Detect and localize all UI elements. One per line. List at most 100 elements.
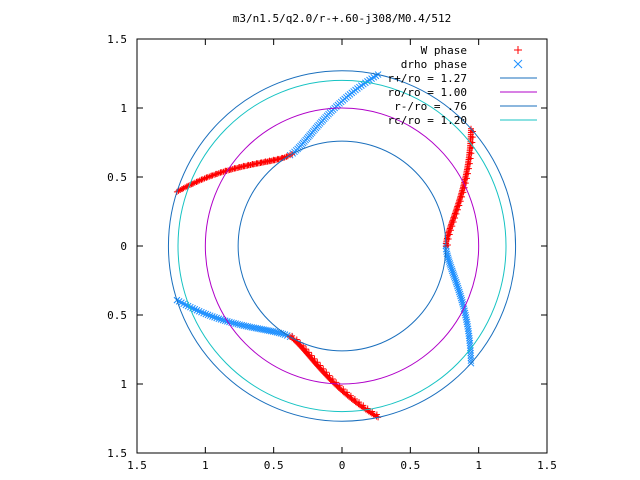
x-tick-label: 1.5 xyxy=(537,459,557,472)
w-phase-point xyxy=(253,160,260,167)
x-tick-label: 0.5 xyxy=(264,459,284,472)
w-phase-point xyxy=(270,156,277,163)
w-phase-point xyxy=(245,161,252,168)
w-phase-point xyxy=(217,169,224,176)
w-phase-point xyxy=(179,186,186,193)
drho-phase-point xyxy=(456,290,464,298)
x-tick-label: 1.5 xyxy=(127,459,147,472)
legend-label: drho phase xyxy=(401,58,467,71)
y-tick-label: 1.5 xyxy=(107,447,127,460)
w-phase-point xyxy=(208,172,215,179)
legend-label: ro/ro = 1.00 xyxy=(388,86,467,99)
drho-phase-point xyxy=(232,320,240,327)
drho-phase-point xyxy=(226,318,233,326)
drho-phase-point xyxy=(454,284,462,292)
x-tick-label: 1 xyxy=(475,459,482,472)
w-phase-point xyxy=(231,165,238,172)
drho-phase-point xyxy=(236,321,244,329)
drho-phase-point xyxy=(444,254,452,262)
drho-phase-point xyxy=(204,311,212,319)
arm-4 xyxy=(173,151,296,195)
drho-phase-point xyxy=(448,267,456,275)
legend-cross-marker xyxy=(513,59,523,69)
w-phase-point xyxy=(266,157,273,164)
drho-phase-point xyxy=(443,248,450,255)
x-tick-label: 1 xyxy=(202,459,209,472)
drho-phase-point xyxy=(448,265,456,273)
drho-phase-point xyxy=(447,261,454,269)
drho-phase-point xyxy=(467,354,475,362)
drho-phase-point xyxy=(453,280,461,288)
drho-phase-point xyxy=(449,269,457,277)
w-phase-point xyxy=(236,163,243,170)
y-tick-label: 0 xyxy=(120,240,127,253)
w-phase-point xyxy=(193,178,200,185)
arm-3 xyxy=(442,125,476,249)
w-phase-point xyxy=(249,160,256,167)
w-phase-point xyxy=(262,158,269,165)
w-phase-point xyxy=(213,170,220,177)
drho-phase-point xyxy=(208,313,216,320)
chart-title: m3/n1.5/q2.0/r-+.60-j308/M0.4/512 xyxy=(233,12,452,25)
arm-5 xyxy=(287,332,382,421)
circle-1 xyxy=(204,107,480,385)
drho-phase-point xyxy=(242,322,250,330)
drho-phase-point xyxy=(206,312,214,320)
drho-phase-point xyxy=(198,308,205,316)
circle-0 xyxy=(167,70,517,422)
drho-phase-point xyxy=(238,321,246,329)
drho-phase-point xyxy=(447,263,455,271)
arm-0 xyxy=(442,242,475,367)
y-tick-label: 1 xyxy=(120,378,127,391)
circle-layer xyxy=(167,70,517,422)
drho-phase-point xyxy=(252,324,260,332)
drho-phase-point xyxy=(458,298,466,306)
w-phase-point xyxy=(198,176,205,183)
drho-phase-point xyxy=(458,296,466,304)
drho-phase-point xyxy=(277,330,285,337)
drho-phase-point xyxy=(279,330,287,338)
y-tick-label: 0.5 xyxy=(107,309,127,322)
legend-label: W phase xyxy=(421,44,467,57)
drho-phase-point xyxy=(445,256,452,264)
drho-phase-point xyxy=(455,288,463,296)
drho-phase-point xyxy=(195,307,203,315)
circle-3 xyxy=(177,79,507,413)
drho-phase-point xyxy=(221,317,229,325)
drho-phase-point xyxy=(454,282,461,290)
drho-phase-point xyxy=(191,305,199,313)
drho-phase-point xyxy=(450,273,458,280)
legend-plus-marker xyxy=(514,46,522,54)
drho-phase-point xyxy=(467,357,475,365)
drho-phase-point xyxy=(450,271,457,278)
tick-layer: 1.5 1 0.5 0 0.5 1 1.51.510.500.511.5 xyxy=(107,33,557,472)
x-tick-label: 0.5 xyxy=(400,459,420,472)
drho-phase-point xyxy=(234,320,242,328)
circle-2 xyxy=(237,140,447,352)
drho-phase-point xyxy=(452,276,459,284)
drho-phase-point xyxy=(467,347,474,354)
drho-phase-point xyxy=(248,323,256,331)
drho-phase-point xyxy=(457,292,464,300)
drho-phase-point xyxy=(200,309,207,317)
y-tick-label: 1 xyxy=(120,102,127,115)
y-tick-label: 0.5 xyxy=(107,171,127,184)
w-phase-point xyxy=(258,159,265,166)
w-phase-point xyxy=(274,155,281,162)
legend-label: r+/ro = 1.27 xyxy=(388,72,467,85)
drho-phase-point xyxy=(213,314,221,322)
drho-phase-point xyxy=(230,319,237,327)
legend-label: rc/ro = 1.20 xyxy=(388,114,467,127)
drho-phase-point xyxy=(446,260,454,267)
y-tick-label: 1.5 xyxy=(107,33,127,46)
drho-phase-point xyxy=(211,313,218,321)
drho-phase-point xyxy=(467,352,475,359)
drho-phase-point xyxy=(202,310,210,318)
drho-phase-point xyxy=(455,286,463,294)
drho-phase-point xyxy=(240,322,248,329)
drho-phase-point xyxy=(457,294,465,302)
drho-phase-point xyxy=(445,258,453,265)
drho-phase-point xyxy=(250,324,258,332)
